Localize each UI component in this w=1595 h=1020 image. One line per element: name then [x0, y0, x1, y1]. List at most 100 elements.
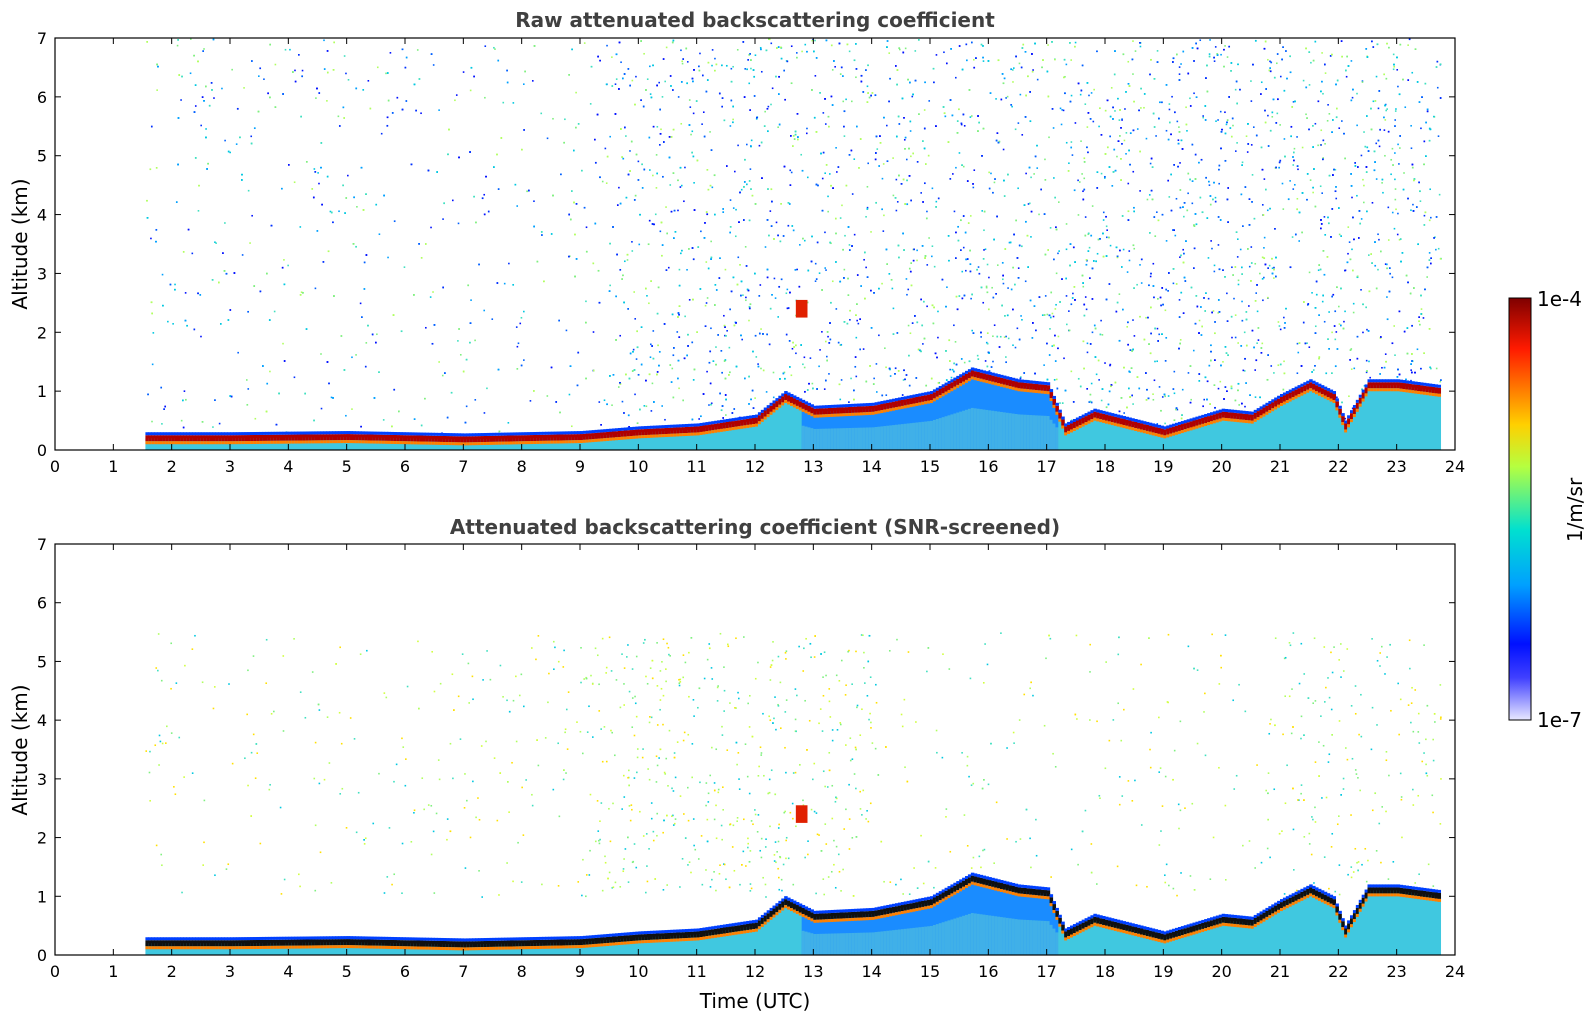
noise-speck	[1074, 261, 1076, 263]
noise-speck	[470, 299, 472, 301]
noise-speck	[925, 163, 927, 165]
noise-speck	[937, 310, 939, 313]
noise-speck	[320, 353, 322, 355]
noise-speck	[418, 78, 421, 80]
noise-speck	[429, 296, 432, 298]
noise-speck	[1292, 101, 1295, 103]
noise-speck	[849, 309, 851, 312]
noise-speck	[1160, 304, 1162, 307]
noise-speck	[822, 112, 825, 114]
noise-speck	[1005, 97, 1007, 99]
noise-speck	[1395, 108, 1397, 110]
noise-speck	[1345, 75, 1348, 78]
noise-speck	[1016, 327, 1019, 330]
noise-speck	[1251, 174, 1254, 176]
noise-speck	[1089, 118, 1092, 120]
noise-speck	[1356, 335, 1359, 338]
noise-speck	[815, 278, 818, 280]
noise-speck	[420, 112, 422, 115]
noise-speck	[1083, 314, 1086, 317]
noise-speck	[911, 95, 914, 98]
noise-speck	[1005, 361, 1007, 364]
noise-speck	[329, 210, 332, 213]
noise-speck	[206, 168, 208, 170]
noise-speck	[820, 152, 822, 155]
noise-speck	[1091, 267, 1094, 270]
noise-speck	[1069, 243, 1072, 245]
noise-speck	[347, 78, 350, 81]
noise-speck	[1396, 233, 1399, 236]
noise-speck	[161, 423, 163, 425]
noise-speck	[960, 123, 963, 126]
noise-speck	[401, 48, 404, 51]
noise-speck	[205, 128, 207, 130]
noise-speck	[1131, 349, 1134, 352]
noise-speck	[848, 50, 851, 53]
noise-speck	[1214, 321, 1216, 323]
noise-speck	[793, 138, 796, 140]
noise-speck	[1070, 370, 1073, 373]
noise-speck	[1161, 333, 1163, 335]
noise-speck	[698, 69, 701, 72]
noise-speck	[965, 269, 967, 272]
noise-speck	[652, 330, 655, 332]
noise-speck	[664, 418, 666, 421]
noise-speck	[1103, 177, 1106, 179]
noise-speck	[273, 310, 276, 313]
noise-speck	[169, 283, 172, 286]
noise-speck	[933, 81, 935, 84]
noise-speck	[710, 402, 713, 405]
noise-speck	[656, 312, 659, 315]
noise-speck	[1132, 348, 1134, 351]
noise-speck	[996, 335, 999, 338]
noise-speck	[1271, 115, 1274, 118]
noise-speck	[658, 144, 661, 146]
noise-speck	[1061, 109, 1063, 111]
noise-speck	[1361, 81, 1364, 83]
noise-speck	[1082, 285, 1085, 288]
noise-speck	[830, 44, 833, 47]
noise-speck	[916, 161, 919, 163]
noise-speck	[519, 322, 522, 325]
noise-speck	[1394, 110, 1397, 112]
noise-speck	[903, 369, 905, 372]
noise-speck	[758, 144, 761, 147]
noise-speck	[1392, 164, 1394, 166]
noise-speck	[715, 63, 718, 66]
noise-speck	[1140, 87, 1142, 90]
noise-speck	[1086, 342, 1089, 345]
noise-speck	[1021, 134, 1024, 136]
noise-speck	[1054, 360, 1057, 362]
noise-speck	[575, 126, 577, 129]
noise-speck	[913, 248, 915, 251]
noise-speck	[1063, 58, 1066, 61]
noise-speck	[1153, 296, 1155, 299]
noise-speck	[289, 48, 291, 51]
noise-speck	[1207, 257, 1210, 259]
noise-speck	[670, 85, 672, 87]
noise-speck	[1120, 127, 1122, 129]
noise-speck	[1093, 324, 1096, 327]
noise-speck	[754, 397, 756, 399]
noise-speck	[711, 49, 714, 51]
noise-speck	[846, 43, 849, 46]
noise-speck	[780, 57, 783, 60]
noise-speck	[424, 397, 426, 400]
noise-speck	[1100, 319, 1102, 322]
noise-speck	[827, 195, 829, 198]
noise-speck	[1256, 310, 1259, 313]
noise-speck	[1363, 184, 1365, 187]
noise-speck	[1383, 73, 1385, 76]
noise-speck	[1030, 210, 1033, 213]
noise-speck	[848, 401, 850, 403]
noise-speck	[892, 307, 895, 310]
noise-speck	[797, 138, 799, 141]
noise-speck	[199, 294, 202, 296]
noise-speck	[506, 81, 509, 84]
noise-speck	[980, 43, 983, 46]
noise-speck	[1311, 371, 1313, 373]
noise-speck	[1412, 210, 1415, 212]
noise-speck	[1152, 262, 1155, 265]
noise-speck	[474, 339, 476, 342]
noise-speck	[1296, 208, 1298, 211]
